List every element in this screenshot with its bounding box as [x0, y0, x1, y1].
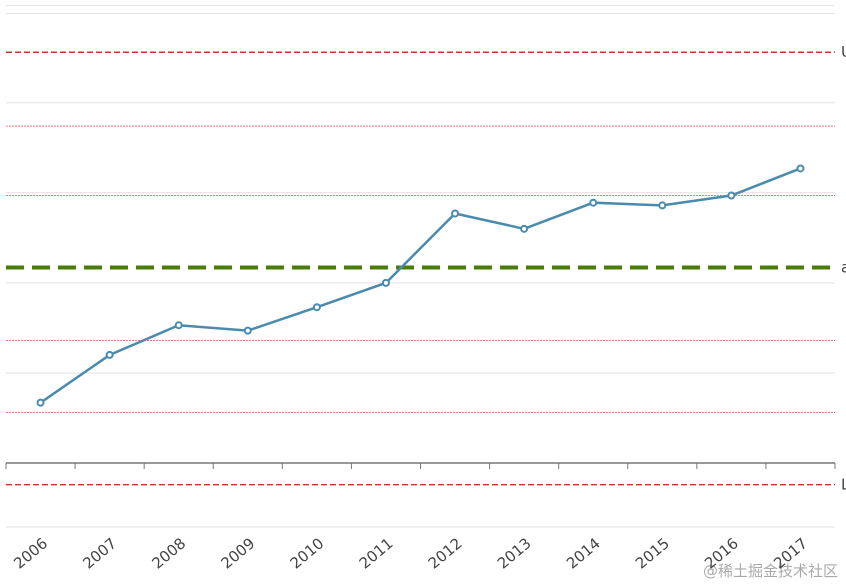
watermark: @稀土掘金技术社区 [703, 562, 838, 580]
data-point [658, 201, 667, 210]
x-tick-label: 2007 [79, 534, 120, 572]
x-tick-label: 2014 [563, 534, 604, 572]
x-tick-label: 2009 [218, 534, 259, 572]
data-point [589, 198, 598, 207]
x-tick-label: 2008 [148, 534, 189, 572]
data-point [520, 224, 529, 233]
data-point [36, 398, 45, 407]
data-point [451, 209, 460, 218]
limit-label: LCL [841, 476, 846, 494]
data-line [39, 167, 801, 404]
data-point [312, 303, 321, 312]
x-tick-label: 2011 [356, 534, 397, 572]
x-tick-label: 2006 [10, 534, 51, 572]
limit-label: UCL [841, 43, 846, 61]
data-point [243, 326, 252, 335]
data-point [105, 350, 114, 359]
x-tick-label: 2012 [425, 534, 466, 572]
data-point [381, 278, 390, 287]
data-point [796, 164, 805, 173]
limit-label: avg [841, 259, 846, 277]
x-tick-label: 2013 [494, 534, 535, 572]
data-point [727, 191, 736, 200]
data-point [174, 321, 183, 330]
x-tick-label: 2010 [287, 534, 328, 572]
x-tick-label: 2015 [632, 534, 673, 572]
